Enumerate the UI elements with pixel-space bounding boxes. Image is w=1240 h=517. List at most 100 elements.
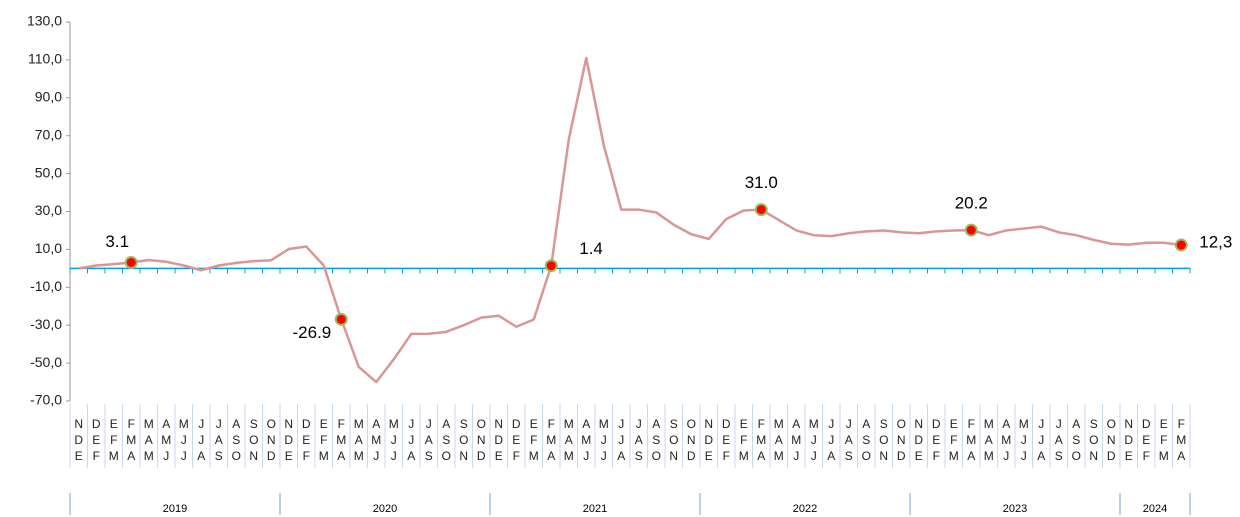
year-label: 2022 — [793, 503, 817, 515]
x-tick-label: F — [320, 433, 327, 447]
x-tick-label: J — [583, 449, 589, 463]
x-tick-label: N — [1124, 417, 1133, 431]
x-tick-label: A — [442, 417, 450, 431]
x-tick-label: A — [565, 433, 573, 447]
x-tick-label: D — [897, 449, 906, 463]
x-tick-label: J — [1038, 417, 1044, 431]
x-tick-label: A — [845, 433, 853, 447]
year-label: 2024 — [1143, 503, 1167, 515]
x-tick-label: A — [985, 433, 993, 447]
x-tick-label: F — [548, 417, 555, 431]
y-tick-label: -50,0 — [30, 354, 62, 370]
x-tick-label: J — [618, 433, 624, 447]
x-tick-label: S — [425, 449, 433, 463]
year-label: 2021 — [583, 503, 607, 515]
x-tick-label: M — [1159, 449, 1169, 463]
x-tick-label: M — [1001, 433, 1011, 447]
x-tick-label: O — [442, 449, 451, 463]
x-tick-label: M — [389, 417, 399, 431]
x-tick-label: J — [373, 449, 379, 463]
x-tick-label: D — [494, 433, 503, 447]
x-tick-label: F — [1143, 449, 1150, 463]
x-tick-label: A — [547, 449, 555, 463]
data-point — [544, 259, 558, 273]
x-tick-label: M — [109, 449, 119, 463]
x-tick-label: M — [319, 449, 329, 463]
x-tick-label: D — [512, 417, 521, 431]
x-tick-label: O — [232, 449, 241, 463]
x-tick-label: A — [407, 449, 415, 463]
x-tick-label: D — [914, 433, 923, 447]
x-tick-label: J — [1056, 417, 1062, 431]
year-label: 2019 — [163, 503, 187, 515]
x-tick-label: O — [1107, 417, 1116, 431]
x-tick-label: M — [949, 449, 959, 463]
x-tick-label: S — [1072, 433, 1080, 447]
x-tick-label: S — [880, 417, 888, 431]
x-tick-label: O — [897, 417, 906, 431]
x-tick-label: D — [722, 417, 731, 431]
y-tick-label: -70,0 — [30, 392, 62, 408]
x-tick-label: M — [144, 417, 154, 431]
data-label: -26.9 — [293, 323, 332, 342]
x-tick-label: J — [181, 449, 187, 463]
x-tick-label: A — [162, 417, 170, 431]
x-tick-label: E — [950, 417, 958, 431]
x-tick-label: D — [687, 449, 696, 463]
y-tick-label: 90,0 — [35, 89, 62, 105]
year-label: 2020 — [373, 503, 397, 515]
x-tick-label: A — [1177, 449, 1185, 463]
x-tick-label: J — [391, 449, 397, 463]
x-tick-label: F — [303, 449, 310, 463]
x-tick-label: J — [828, 417, 834, 431]
x-tick-label: M — [774, 449, 784, 463]
x-tick-label: O — [879, 433, 888, 447]
x-tick-label: J — [216, 417, 222, 431]
x-tick-label: N — [249, 449, 258, 463]
x-tick-label: A — [757, 449, 765, 463]
x-tick-label: O — [249, 433, 258, 447]
x-tick-label: F — [338, 417, 345, 431]
x-tick-label: D — [284, 433, 293, 447]
y-tick-label: -30,0 — [30, 316, 62, 332]
data-label: 1.4 — [579, 239, 603, 258]
data-point — [1174, 238, 1188, 252]
x-tick-label: F — [513, 449, 520, 463]
x-tick-label: J — [636, 417, 642, 431]
x-tick-label: F — [93, 449, 100, 463]
x-tick-label: O — [477, 417, 486, 431]
x-tick-label: N — [1107, 433, 1116, 447]
x-tick-label: N — [1089, 449, 1098, 463]
x-tick-label: E — [1160, 417, 1168, 431]
x-tick-label: F — [758, 417, 765, 431]
x-tick-label: J — [618, 417, 624, 431]
x-tick-label: N — [494, 417, 503, 431]
x-tick-label: N — [74, 417, 83, 431]
x-tick-label: N — [704, 417, 713, 431]
x-tick-label: F — [933, 449, 940, 463]
x-tick-label: J — [198, 433, 204, 447]
x-tick-label: E — [495, 449, 503, 463]
x-tick-label: D — [932, 417, 941, 431]
x-tick-label: E — [92, 433, 100, 447]
data-label: 12,3 — [1199, 233, 1232, 252]
x-tick-label: M — [529, 449, 539, 463]
x-tick-label: J — [1038, 433, 1044, 447]
x-tick-label: S — [652, 433, 660, 447]
x-tick-label: E — [1142, 433, 1150, 447]
x-tick-label: E — [302, 433, 310, 447]
y-tick-label: 70,0 — [35, 126, 62, 142]
x-tick-label: M — [336, 433, 346, 447]
x-tick-label: E — [110, 417, 118, 431]
x-tick-label: S — [845, 449, 853, 463]
x-tick-label: S — [250, 417, 258, 431]
x-tick-label: M — [581, 433, 591, 447]
x-tick-label: E — [512, 433, 520, 447]
x-tick-label: A — [355, 433, 363, 447]
x-tick-label: O — [1072, 449, 1081, 463]
x-tick-label: N — [879, 449, 888, 463]
x-tick-label: S — [215, 449, 223, 463]
x-tick-label: O — [1089, 433, 1098, 447]
x-tick-label: M — [1176, 433, 1186, 447]
data-point — [334, 312, 348, 326]
